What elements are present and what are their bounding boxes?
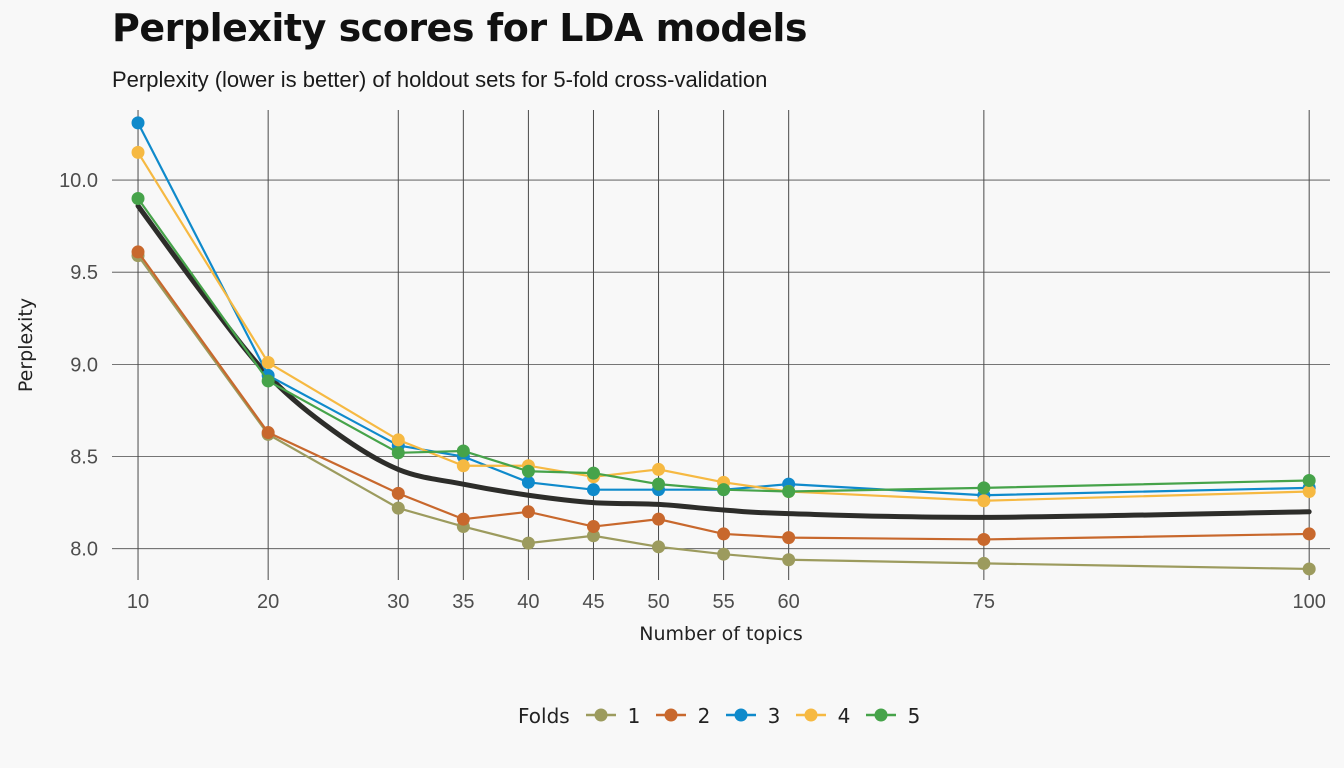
data-point: [261, 356, 275, 370]
data-point: [521, 505, 535, 519]
data-point: [1302, 527, 1316, 541]
series-fold-2: [131, 245, 1316, 546]
chart-title: Perplexity scores for LDA models: [112, 6, 808, 50]
data-point: [652, 540, 666, 554]
data-point: [717, 547, 731, 561]
data-point: [456, 512, 470, 526]
data-point: [391, 446, 405, 460]
data-point: [586, 466, 600, 480]
data-point: [131, 145, 145, 159]
data-point: [1302, 562, 1316, 576]
series-fold-5: [131, 191, 1316, 499]
data-point: [1302, 485, 1316, 499]
data-point: [131, 191, 145, 205]
legend-label: 2: [698, 704, 711, 728]
axis-ticks: 8.0 8.5 9.0 9.5 10.0 10 20 30 35 40 45 50 55 60 75 100: [59, 170, 1326, 613]
legend-label: 3: [768, 704, 781, 728]
data-point: [652, 462, 666, 476]
data-point: [717, 527, 731, 541]
y-tick-label: 8.5: [70, 447, 98, 469]
data-point: [717, 483, 731, 497]
legend-title: Folds: [518, 704, 570, 728]
x-axis-title: Number of topics: [639, 623, 802, 645]
y-tick-label: 10.0: [59, 170, 98, 192]
data-point: [131, 116, 145, 130]
data-point: [782, 531, 796, 545]
legend-label: 4: [838, 704, 851, 728]
data-point: [391, 486, 405, 500]
x-tick-label: 75: [973, 591, 995, 613]
data-point: [521, 464, 535, 478]
data-point: [977, 481, 991, 495]
x-tick-label: 100: [1292, 591, 1325, 613]
data-point: [586, 520, 600, 534]
legend-key-point: [804, 708, 818, 722]
legend-key-point: [734, 708, 748, 722]
data-point: [782, 485, 796, 499]
data-point: [131, 245, 145, 259]
x-tick-label: 35: [452, 591, 474, 613]
legend: Folds 1 2 3 4 5: [518, 704, 920, 728]
data-point: [586, 529, 600, 543]
data-point: [1302, 473, 1316, 487]
data-point: [521, 536, 535, 550]
chart-subtitle: Perplexity (lower is better) of holdout …: [112, 67, 768, 92]
data-point: [391, 433, 405, 447]
data-point: [652, 512, 666, 526]
x-tick-label: 30: [387, 591, 409, 613]
legend-key-point: [664, 708, 678, 722]
y-tick-label: 9.0: [70, 354, 98, 376]
data-point: [521, 475, 535, 489]
data-point: [652, 477, 666, 491]
data-point: [782, 553, 796, 567]
data-point: [261, 374, 275, 388]
x-tick-label: 10: [127, 591, 149, 613]
data-point: [977, 494, 991, 508]
series-layer: [131, 116, 1316, 576]
x-tick-label: 45: [582, 591, 604, 613]
legend-key-point: [874, 708, 888, 722]
data-point: [586, 483, 600, 497]
y-tick-label: 8.0: [70, 539, 98, 561]
data-point: [261, 426, 275, 440]
x-tick-label: 40: [517, 591, 539, 613]
data-point: [456, 459, 470, 473]
data-point: [977, 556, 991, 570]
x-tick-label: 20: [257, 591, 279, 613]
data-point: [456, 444, 470, 458]
y-tick-label: 9.5: [70, 262, 98, 284]
y-axis-title: Perplexity: [15, 298, 37, 392]
x-tick-label: 50: [647, 591, 669, 613]
data-point: [977, 532, 991, 546]
data-point: [391, 501, 405, 515]
legend-label: 5: [908, 704, 921, 728]
x-tick-label: 55: [712, 591, 734, 613]
legend-key-point: [594, 708, 608, 722]
legend-label: 1: [628, 704, 641, 728]
x-tick-label: 60: [778, 591, 800, 613]
